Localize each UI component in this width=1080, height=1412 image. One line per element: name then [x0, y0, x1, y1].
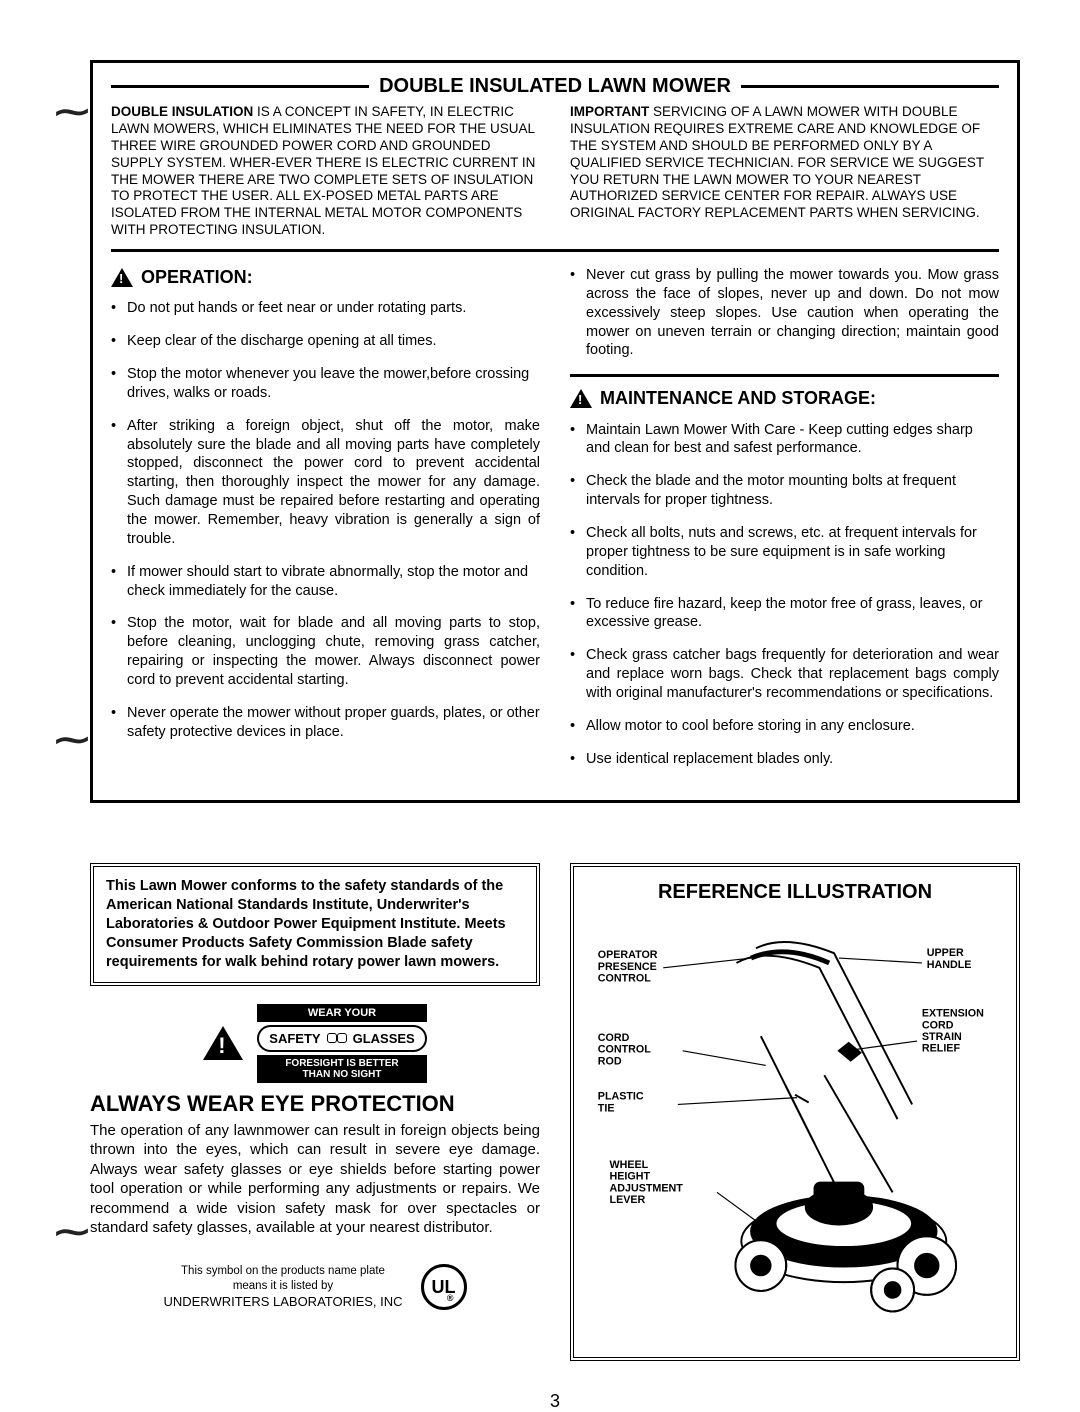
eye-protection-head: ALWAYS WEAR EYE PROTECTION	[90, 1091, 540, 1117]
rule-right	[741, 85, 999, 88]
list-item: Stop the motor, wait for blade and all m…	[111, 614, 540, 689]
list-item: Maintain Lawn Mower With Care - Keep cut…	[570, 421, 999, 459]
ref-label: ADJUSTMENT	[610, 1183, 684, 1195]
ul-line3: UNDERWRITERS LABORATORIES, INC	[163, 1294, 402, 1311]
operation-list: Do not put hands or feet near or under r…	[111, 299, 540, 741]
reference-box: REFERENCE ILLUSTRATION	[570, 863, 1020, 1361]
body-col-right: Never cut grass by pulling the mower tow…	[570, 266, 999, 782]
ul-listing-row: This symbol on the products name plate m…	[90, 1264, 540, 1311]
bold-lead: DOUBLE INSULATION	[111, 104, 253, 119]
list-item: Check all bolts, nuts and screws, etc. a…	[570, 524, 999, 581]
ul-line1: This symbol on the products name plate	[163, 1264, 402, 1279]
warning-icon	[570, 389, 592, 408]
ref-label: WHEEL	[610, 1159, 649, 1171]
ul-logo-icon: UL ®	[421, 1264, 467, 1310]
maintenance-heading: MAINTENANCE AND STORAGE:	[570, 387, 999, 410]
list-item: Check grass catcher bags frequently for …	[570, 646, 999, 703]
safety-box: DOUBLE INSULATED LAWN MOWER DOUBLE INSUL…	[90, 60, 1020, 803]
badge-mid: SAFETY GLASSES	[257, 1025, 426, 1052]
list-item: Stop the motor whenever you leave the mo…	[111, 365, 540, 403]
safety-glasses-badge: WEAR YOUR SAFETY GLASSES FORESIGHT IS BE…	[257, 1004, 426, 1083]
list-item: Check the blade and the motor mounting b…	[570, 472, 999, 510]
list-item: To reduce fire hazard, keep the motor fr…	[570, 595, 999, 633]
ref-label: ROD	[598, 1056, 622, 1068]
reference-title: REFERENCE ILLUSTRATION	[590, 881, 1000, 904]
divider	[570, 374, 999, 377]
title-row: DOUBLE INSULATED LAWN MOWER	[111, 75, 999, 98]
badge-bot1: FORESIGHT IS BETTER	[263, 1058, 420, 1069]
body-col-left: OPERATION: Do not put hands or feet near…	[111, 266, 540, 782]
binding-mark: ⁓	[55, 1212, 89, 1252]
ref-label: PRESENCE	[598, 961, 657, 973]
operation-head-text: OPERATION:	[141, 266, 253, 289]
ref-label: PLASTIC	[598, 1091, 644, 1103]
binding-mark: ⁓	[55, 720, 89, 760]
list-item: Use identical replacement blades only.	[570, 750, 999, 769]
conformance-box: This Lawn Mower conforms to the safety s…	[90, 863, 540, 985]
list-item: Do not put hands or feet near or under r…	[111, 299, 540, 318]
list-item: Never operate the mower without proper g…	[111, 704, 540, 742]
maint-head-text: MAINTENANCE AND STORAGE:	[600, 387, 876, 410]
list-item: Never cut grass by pulling the mower tow…	[570, 266, 999, 360]
top-right-text: SERVICING OF A LAWN MOWER WITH DOUBLE IN…	[570, 104, 984, 220]
top-left-text: IS A CONCEPT IN SAFETY, IN ELECTRIC LAWN…	[111, 104, 535, 237]
ref-label: CONTROL	[598, 973, 651, 985]
ref-label: HANDLE	[927, 959, 972, 971]
ul-text: This symbol on the products name plate m…	[163, 1264, 402, 1311]
binding-mark: ⁓	[55, 92, 89, 132]
bold-lead: IMPORTANT	[570, 104, 649, 119]
badge-top: WEAR YOUR	[257, 1004, 426, 1022]
badge-bot: FORESIGHT IS BETTER THAN NO SIGHT	[257, 1055, 426, 1083]
maintenance-list: Maintain Lawn Mower With Care - Keep cut…	[570, 421, 999, 769]
ref-label: HEIGHT	[610, 1171, 651, 1183]
ref-label: STRAIN	[922, 1031, 962, 1043]
ref-label: UPPER	[927, 948, 964, 960]
top-col-left: DOUBLE INSULATION IS A CONCEPT IN SAFETY…	[111, 104, 540, 239]
mower-illustration: OPERATOR PRESENCE CONTROL UPPER HANDLE C…	[590, 914, 1000, 1334]
badge-mid-right: GLASSES	[353, 1031, 415, 1046]
glasses-icon	[327, 1033, 347, 1043]
warning-icon	[203, 1026, 243, 1060]
warning-icon	[111, 268, 133, 287]
divider	[111, 249, 999, 252]
ref-label: LEVER	[610, 1194, 646, 1206]
ref-label: CORD	[922, 1020, 954, 1032]
list-item: If mower should start to vibrate abnorma…	[111, 563, 540, 601]
operation-heading: OPERATION:	[111, 266, 540, 289]
box-title: DOUBLE INSULATED LAWN MOWER	[369, 75, 741, 98]
list-item: Keep clear of the discharge opening at a…	[111, 332, 540, 351]
wear-badge-block: WEAR YOUR SAFETY GLASSES FORESIGHT IS BE…	[90, 1004, 540, 1083]
ref-label: OPERATOR	[598, 949, 658, 961]
lower-left: This Lawn Mower conforms to the safety s…	[90, 863, 540, 1361]
ref-label: CORD	[598, 1032, 630, 1044]
list-item: Allow motor to cool before storing in an…	[570, 717, 999, 736]
list-item: After striking a foreign object, shut of…	[111, 417, 540, 549]
ref-label: EXTENSION	[922, 1008, 984, 1020]
op-cont-list: Never cut grass by pulling the mower tow…	[570, 266, 999, 360]
rule-left	[111, 85, 369, 88]
lower-section: This Lawn Mower conforms to the safety s…	[90, 863, 1020, 1361]
body-columns: OPERATION: Do not put hands or feet near…	[111, 266, 999, 782]
lower-right: REFERENCE ILLUSTRATION	[570, 863, 1020, 1361]
registered-mark: ®	[447, 1293, 454, 1303]
ref-label: TIE	[598, 1103, 615, 1115]
ref-label: CONTROL	[598, 1044, 651, 1056]
eye-protection-body: The operation of any lawnmower can resul…	[90, 1121, 540, 1238]
ul-line2: means it is listed by	[163, 1279, 402, 1294]
badge-mid-left: SAFETY	[269, 1031, 320, 1046]
top-columns: DOUBLE INSULATION IS A CONCEPT IN SAFETY…	[111, 104, 999, 239]
badge-bot2: THAN NO SIGHT	[263, 1069, 420, 1080]
ref-label: RELIEF	[922, 1043, 961, 1055]
wear-row: WEAR YOUR SAFETY GLASSES FORESIGHT IS BE…	[90, 1004, 540, 1083]
top-col-right: IMPORTANT SERVICING OF A LAWN MOWER WITH…	[570, 104, 999, 239]
